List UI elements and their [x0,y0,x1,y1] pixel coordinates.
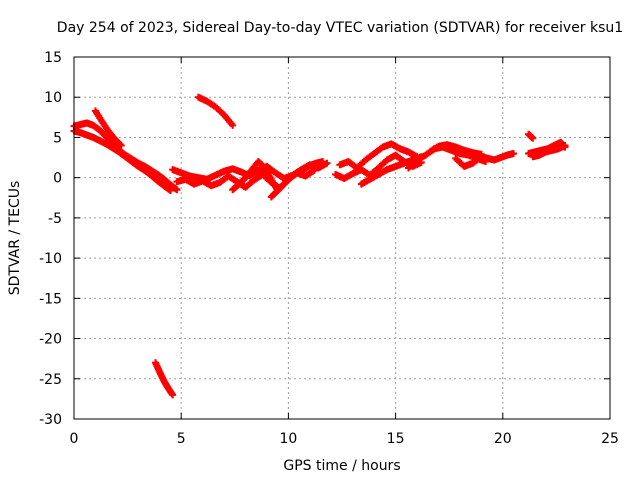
y-tick-label: 10 [44,90,62,106]
axis-ticks [73,56,611,420]
y-axis-label: SDTVAR / TECUs [7,181,23,296]
x-tick-label: 25 [601,431,619,447]
data-point [319,158,327,166]
y-tick-label: -30 [39,412,62,428]
y-tick-label: 15 [44,50,62,66]
x-tick-label: 0 [70,431,79,447]
data-point [116,140,124,148]
y-tick-label: -5 [48,211,62,227]
data-point [310,166,318,174]
y-tick-label: -15 [39,291,62,307]
y-tick-labels: 15 10 5 0 -5 -10 -15 -20 -25 -30 [39,50,62,428]
x-tick-label: 10 [279,431,297,447]
y-tick-label: -25 [39,372,62,388]
data-point [169,391,177,399]
y-tick-label: 0 [53,171,62,187]
y-tick-label: 5 [53,130,62,146]
data-point [117,141,125,149]
x-tick-label: 20 [494,431,512,447]
y-tick-label: -10 [39,251,62,267]
y-tick-label: -20 [39,332,62,348]
chart-title: Day 254 of 2023, Sidereal Day-to-day VTE… [57,20,623,36]
data-point [510,150,518,158]
data-point [173,186,181,194]
data-point [323,159,331,167]
x-tick-labels: 0 5 10 15 20 25 [70,431,619,447]
x-axis-label: GPS time / hours [283,458,400,474]
x-tick-label: 5 [177,431,186,447]
data-point [529,134,537,142]
data-point [229,121,237,129]
data-point [561,141,569,149]
plot-frame [73,56,611,420]
x-tick-label: 15 [387,431,405,447]
grid [74,57,610,419]
data-points [70,93,569,399]
